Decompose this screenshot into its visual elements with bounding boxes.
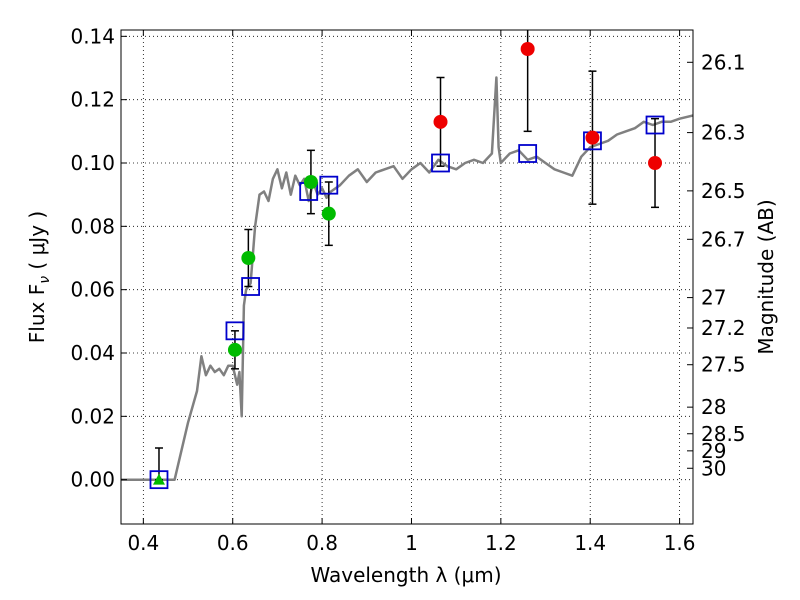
x-tick-label: 1.6 (664, 531, 696, 555)
y-tick-label: 0.10 (70, 151, 115, 175)
model-flux-square (645, 115, 665, 135)
y2-axis-label: Magnitude (AB) (754, 199, 778, 354)
upper-limit-marker (152, 473, 165, 485)
red-flux-point (433, 114, 448, 129)
y-tick-label: 0.06 (70, 278, 115, 302)
red-flux-point (648, 156, 663, 170)
x-axis-label: Wavelength λ (μm) (310, 563, 501, 587)
y2-tick-label: 28 (701, 395, 726, 419)
y-tick-label: 0.08 (70, 214, 115, 238)
model-flux-square (319, 175, 339, 195)
y2-tick-label: 26.1 (701, 50, 746, 74)
grid (121, 30, 693, 524)
model-flux-square (225, 321, 245, 341)
x-tick-label: 1.2 (485, 531, 517, 555)
model-flux-square (149, 470, 169, 490)
x-tick-label: 1.4 (574, 531, 606, 555)
y-tick-label: 0.04 (70, 341, 115, 365)
model-flux-square (518, 144, 538, 163)
y-axis-label-subscript: ν (37, 276, 53, 284)
y2-tick-label: 27.2 (701, 316, 746, 340)
green-flux-point (321, 206, 336, 221)
y2-tick-label: 29 (701, 439, 726, 463)
green-flux-point (241, 251, 256, 265)
y2-tick-label: 28.5 (701, 422, 746, 446)
y-tick-label: 0.00 (70, 468, 115, 492)
y2-tick-label: 27.5 (701, 353, 746, 377)
model-flux-square (241, 277, 260, 296)
red-flux-point (585, 130, 600, 145)
x-tick-label: 1 (405, 531, 418, 555)
y2-tick-label: 26.3 (701, 121, 746, 145)
green-flux-point (227, 342, 242, 357)
y-tick-label: 0.02 (70, 404, 115, 428)
y2-tick-label: 26.7 (701, 227, 746, 251)
plot-area (121, 30, 693, 490)
model-flux-square (431, 153, 450, 173)
x-tick-label: 0.8 (306, 531, 338, 555)
y-axis-label: Flux Fν ( μJy ) (25, 211, 53, 343)
y-axis-label-unit: ( μJy ) (25, 211, 49, 276)
x-tick-label: 0.6 (217, 531, 249, 555)
y2-tick-label: 30 (701, 456, 726, 480)
y2-tick-label: 26.5 (701, 179, 746, 203)
axes: 0.4 0.6 0.8 1 1.2 1.4 1.6 0.00 0.02 0.04 0.06 0.08 0… (70, 24, 745, 555)
x-tick-label: 0.4 (127, 531, 159, 555)
red-flux-point (520, 42, 535, 56)
sed-template-line (121, 76, 693, 481)
y2-tick-label: 27 (701, 286, 726, 310)
y-tick-label: 0.14 (70, 24, 115, 48)
y-axis-label-main: Flux F (25, 284, 49, 343)
green-flux-point (303, 175, 318, 189)
plot-frame (120, 29, 694, 525)
y-tick-label: 0.12 (70, 88, 115, 112)
